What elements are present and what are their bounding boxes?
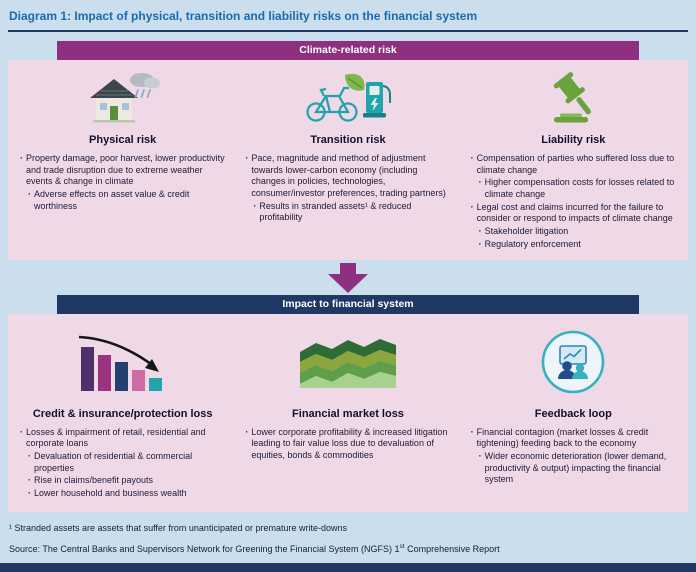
down-arrow-icon xyxy=(8,260,688,295)
declining-bar-chart-icon xyxy=(19,319,226,405)
bullet-item: Legal cost and claims incurred for the f… xyxy=(470,202,677,225)
bullet-item: Property damage, poor harvest, lower pro… xyxy=(19,153,226,188)
gavel-icon xyxy=(470,65,677,131)
title-rule xyxy=(8,30,688,32)
source-text-end: Comprehensive Report xyxy=(404,543,500,554)
column-title: Liability risk xyxy=(541,134,606,146)
bullet-item: Adverse effects on asset value & credit … xyxy=(27,189,226,212)
house-rain-icon xyxy=(19,65,226,131)
bullet-item: Stakeholder litigation xyxy=(478,226,677,238)
bullet-item: Results in stranded assets¹ & reduced pr… xyxy=(252,201,451,224)
credit-insurance-loss-bullets: Losses & impairment of retail, residenti… xyxy=(19,427,226,500)
footnote: ¹ Stranded assets are assets that suffer… xyxy=(9,522,347,533)
feedback-loop-bullets: Financial contagion (market losses & cre… xyxy=(470,427,677,486)
physical-risk-bullets: Property damage, poor harvest, lower pro… xyxy=(19,153,226,212)
source-line: Source: The Central Banks and Supervisor… xyxy=(8,543,688,554)
climate-panel: Physical risk Property damage, poor harv… xyxy=(8,60,688,260)
column-title: Feedback loop xyxy=(534,407,612,420)
column-title: Financial market loss xyxy=(292,407,404,420)
page-title: Diagram 1: Impact of physical, transitio… xyxy=(9,9,478,23)
bullet-item: Devaluation of residential & commercial … xyxy=(27,451,226,474)
liability-risk-column: Liability risk Compensation of parties w… xyxy=(461,65,686,252)
bullet-item: Wider economic deterioration (lower dema… xyxy=(478,451,677,486)
financial-market-loss-column: Financial market loss Lower corporate pr… xyxy=(235,319,460,504)
transition-risk-bullets: Pace, magnitude and method of adjustment… xyxy=(244,153,451,224)
climate-section-header: Climate-related risk xyxy=(57,41,639,60)
source-superscript: st xyxy=(399,542,405,550)
impact-section-header: Impact to financial system xyxy=(57,294,639,314)
bullet-item: Rise in claims/benefit payouts xyxy=(27,475,226,487)
bullet-item: Pace, magnitude and method of adjustment… xyxy=(244,153,451,200)
bullet-item: Losses & impairment of retail, residenti… xyxy=(19,427,226,450)
bullet-item: Regulatory enforcement xyxy=(478,239,677,251)
column-title: Transition risk xyxy=(310,134,386,146)
source-text: Source: The Central Banks and Supervisor… xyxy=(9,543,400,554)
transition-risk-column: Transition risk Pace, magnitude and meth… xyxy=(235,65,460,252)
feedback-loop-column: Feedback loop Financial contagion (marke… xyxy=(461,319,686,504)
bullet-item: Lower corporate profitability & increase… xyxy=(244,427,451,462)
physical-risk-column: Physical risk Property damage, poor harv… xyxy=(10,65,235,252)
bottom-bar xyxy=(0,563,696,572)
financial-market-loss-bullets: Lower corporate profitability & increase… xyxy=(244,427,451,462)
feedback-loop-icon xyxy=(470,319,677,405)
layered-area-chart-icon xyxy=(244,319,451,405)
column-title: Credit & insurance/protection loss xyxy=(32,407,213,420)
credit-insurance-loss-column: Credit & insurance/protection loss Losse… xyxy=(10,319,235,504)
bullet-item: Financial contagion (market losses & cre… xyxy=(470,427,677,450)
diagram-page: Diagram 1: Impact of physical, transitio… xyxy=(0,0,696,554)
liability-risk-bullets: Compensation of parties who suffered los… xyxy=(470,153,677,251)
column-title: Physical risk xyxy=(89,134,157,146)
bullet-item: Compensation of parties who suffered los… xyxy=(470,153,677,176)
impact-panel: Credit & insurance/protection loss Losse… xyxy=(8,313,688,512)
bicycle-ev-charger-icon xyxy=(244,65,451,131)
bullet-item: Lower household and business wealth xyxy=(27,488,226,500)
bullet-item: Higher compensation costs for losses rel… xyxy=(478,177,677,200)
